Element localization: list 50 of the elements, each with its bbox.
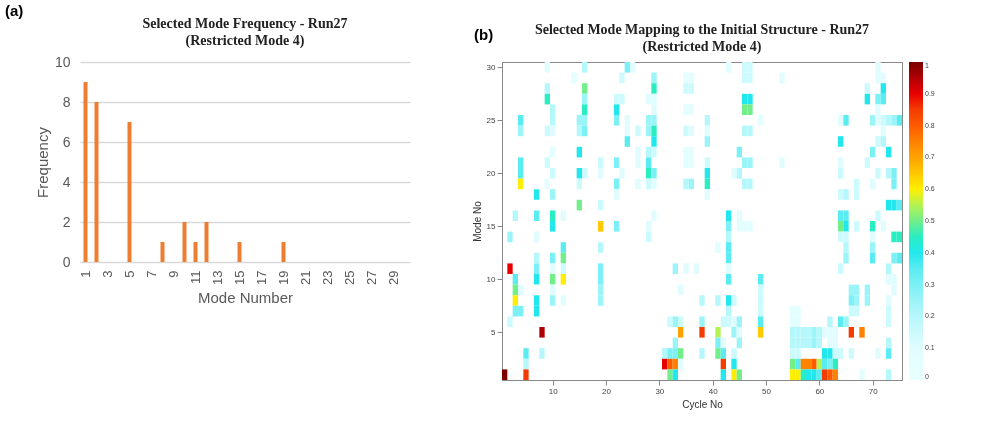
y-tick-label: 4 <box>62 173 71 190</box>
y-tick-label: 0 <box>62 253 71 270</box>
x-tick-label: 13 <box>209 270 225 285</box>
x-tick-label: 17 <box>253 270 269 285</box>
x-tick-label: 10 <box>548 386 559 396</box>
bar <box>182 222 187 262</box>
x-tick-label: 3 <box>99 270 115 278</box>
chart-title: Selected Mode Mapping to the Initial Structure - Run27 (Restricted Mode 4) <box>534 22 870 55</box>
x-tick-label: 1 <box>77 270 93 278</box>
text: (b) <box>474 26 494 43</box>
y-axis-title: Mode No <box>471 200 483 242</box>
x-tick-label: 40 <box>708 386 719 396</box>
x-tick-label: 7 <box>143 270 159 278</box>
bar <box>204 222 209 262</box>
x-tick-label: 20 <box>602 386 612 396</box>
bar <box>83 82 88 262</box>
y-tick-label: 6 <box>62 133 71 150</box>
x-tick-label: 50 <box>762 386 772 396</box>
x-tick-label: 11 <box>187 270 203 284</box>
y-tick-label: 30 <box>486 62 497 72</box>
x-tick-label: 25 <box>341 270 357 285</box>
bar <box>127 122 132 262</box>
bar <box>94 102 99 262</box>
x-tick-label: 60 <box>815 386 825 396</box>
x-tick-label: 15 <box>231 270 247 285</box>
x-tick-label: 23 <box>319 270 335 285</box>
text: (a) <box>5 2 24 19</box>
y-tick-label: 5 <box>491 327 497 337</box>
y-axis-title: Frequency <box>33 126 51 198</box>
x-tick-label: 19 <box>275 270 291 285</box>
x-tick-label: 30 <box>655 386 665 396</box>
y-tick-label: 10 <box>54 53 71 70</box>
x-tick-label: 70 <box>868 386 879 396</box>
x-axis-title: Mode Number <box>197 288 294 306</box>
x-tick-label: 21 <box>297 270 313 285</box>
x-tick-label: 5 <box>121 270 137 278</box>
bar <box>160 242 165 262</box>
bar <box>193 242 198 262</box>
chart-title: Selected Mode Frequency - Run27 (Restricted Mode 4) <box>142 16 348 49</box>
x-tick-label: 27 <box>363 270 379 285</box>
y-tick-label: 20 <box>486 168 497 178</box>
y-tick-label: 8 <box>62 93 71 110</box>
x-tick-label: 9 <box>165 270 181 278</box>
y-tick-label: 2 <box>62 213 71 230</box>
bar <box>281 242 286 262</box>
y-tick-label: 15 <box>486 221 497 231</box>
bar <box>237 242 242 262</box>
y-tick-label: 25 <box>486 115 497 125</box>
x-tick-label: 29 <box>385 270 401 285</box>
x-axis-title: Cycle No <box>682 398 724 410</box>
